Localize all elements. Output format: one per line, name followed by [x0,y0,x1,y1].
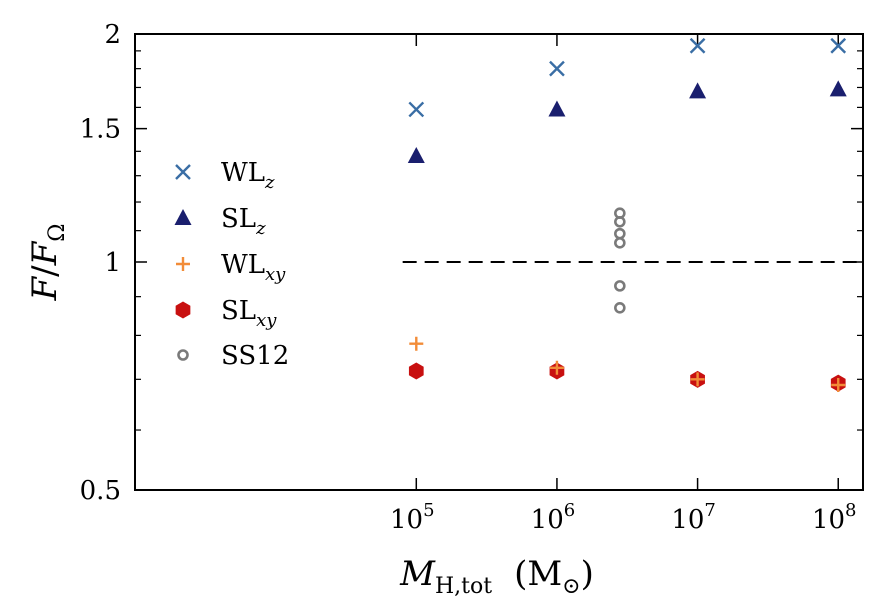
x-tick-label: 106 [531,500,576,535]
x-tick-label: 107 [671,500,716,535]
data-point-wl-xy [409,336,424,351]
legend-marker-sl-xy [175,301,191,319]
legend-label: SLz [221,204,266,239]
x-label-sub: H,tot [435,574,492,599]
legend-marker-wl-xy [176,257,190,271]
x-label-unit-open: (M [514,554,562,594]
x-tick-label: 108 [812,500,857,535]
data-point-sl-z [829,80,847,97]
data-point-wl-z [830,37,847,54]
legend-marker-wl-z [175,164,191,180]
data-point-sl-z [689,82,707,99]
data-point-wl-xy [690,372,705,387]
x-axis-label: MH,tot (M⊙) [399,554,594,599]
data-points [407,37,847,393]
x-label-unit-close: ) [581,554,594,594]
y-tick-label: 2 [104,20,121,50]
legend-marker-sl-z [174,209,192,225]
y-tick-label: 1.5 [80,115,121,145]
y-label-sub: Ω [45,224,70,242]
legend-label: SLxy [221,296,277,331]
data-point-wl-z [408,101,425,118]
data-point-sl-xy [408,362,424,380]
y-tick-label: 1 [104,248,121,278]
y-tick-label: 0.5 [80,476,121,506]
plot-frame [134,33,864,491]
x-label-unit-sub: ⊙ [562,574,580,599]
data-point-sl-z [407,147,425,164]
data-point-ss12 [614,227,626,240]
tick-labels: 0.5 1 1.5 2 105 106 107 108 [80,20,857,535]
x-tick-label: 105 [390,500,435,535]
x-label-main: M [399,554,436,594]
data-point-wl-z [689,37,706,54]
data-point-wl-z [549,60,565,77]
data-point-wl-xy [549,360,564,375]
legend-label: WLz [221,158,275,193]
data-point-wl-xy [831,378,846,393]
y-label-slash: / [25,265,65,277]
legend: WLz SLz WLxy SLxy SS12 [174,158,289,371]
y-label-main2: F [25,240,65,266]
data-point-sl-z [548,100,566,117]
data-point-ss12 [614,215,626,228]
y-axis-label: F/FΩ [25,224,70,302]
data-point-ss12 [614,302,626,314]
y-label-main: F [25,275,65,301]
legend-marker-ss12 [177,349,189,361]
legend-label: WLxy [221,250,286,285]
data-point-ss12 [614,237,626,249]
data-point-ss12 [614,280,626,292]
legend-label: SS12 [221,341,289,371]
